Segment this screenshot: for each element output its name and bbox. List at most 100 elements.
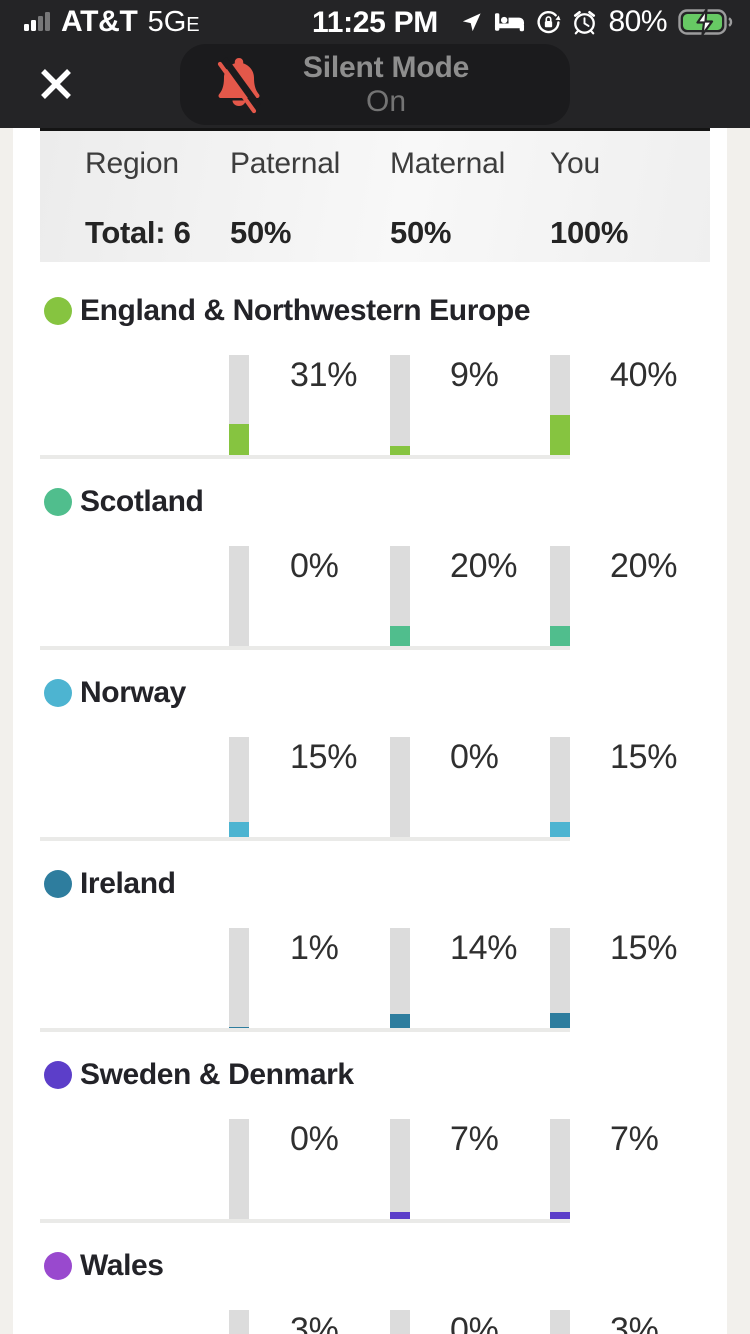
col-maternal: Maternal <box>390 147 506 180</box>
region-bar-chart: 3% 0% 3% <box>40 1281 710 1334</box>
region-row[interactable]: Norway 15% 0% 15% <box>40 678 710 841</box>
row-baseline <box>40 455 570 459</box>
paternal-bar-fill <box>229 424 249 455</box>
you-bar <box>550 737 570 837</box>
region-color-dot <box>44 1252 72 1280</box>
status-right: 80% <box>460 5 734 39</box>
col-you: You <box>550 147 601 180</box>
network-label: 5GE <box>147 5 200 38</box>
region-bar-chart: 15% 0% 15% <box>40 708 710 841</box>
battery-charging-icon <box>678 9 733 35</box>
you-percent-label: 3% <box>610 1311 659 1334</box>
orientation-lock-icon <box>537 10 561 33</box>
maternal-percent-label: 7% <box>450 1120 499 1158</box>
signal-icon <box>24 12 50 31</box>
region-row[interactable]: Scotland 0% 20% 20% <box>40 487 710 650</box>
paternal-bar <box>229 546 249 646</box>
you-bar <box>550 546 570 646</box>
paternal-percent-label: 0% <box>290 547 339 585</box>
region-row[interactable]: Sweden & Denmark 0% 7% 7% <box>40 1060 710 1223</box>
close-button[interactable] <box>30 58 82 110</box>
you-percent-label: 15% <box>610 738 678 776</box>
paternal-bar <box>229 355 249 455</box>
region-color-dot <box>44 297 72 325</box>
close-icon <box>41 69 71 99</box>
maternal-bar <box>390 355 410 455</box>
bell-slash-icon <box>217 56 261 113</box>
region-color-dot <box>44 488 72 516</box>
region-name: Wales <box>80 1249 164 1282</box>
maternal-bar-fill <box>390 446 410 455</box>
region-header: Sweden & Denmark <box>40 1060 710 1090</box>
maternal-bar-fill <box>390 1014 410 1028</box>
you-percent-label: 7% <box>610 1120 659 1158</box>
region-name: Ireland <box>80 867 176 900</box>
region-color-dot <box>44 679 72 707</box>
region-row[interactable]: Wales 3% 0% 3% <box>40 1251 710 1334</box>
carrier-label: AT&T <box>61 5 138 38</box>
region-name: Sweden & Denmark <box>80 1058 354 1091</box>
maternal-bar <box>390 737 410 837</box>
maternal-percent-label: 20% <box>450 547 518 585</box>
you-percent-label: 40% <box>610 356 678 394</box>
alarm-clock-icon <box>574 10 596 34</box>
maternal-bar-fill <box>390 626 410 646</box>
paternal-percent-label: 1% <box>290 929 339 967</box>
you-bar <box>550 355 570 455</box>
region-header: Norway <box>40 678 710 708</box>
maternal-percent-label: 0% <box>450 1311 499 1334</box>
you-bar-fill <box>550 1013 570 1028</box>
row-baseline <box>40 1219 570 1223</box>
you-bar <box>550 1119 570 1219</box>
maternal-percent-label: 9% <box>450 356 499 394</box>
top-overlay: AT&T 5GE 11:25 PM <box>0 0 750 128</box>
you-percent-label: 20% <box>610 547 678 585</box>
region-row[interactable]: England & Northwestern Europe 31% 9% 40% <box>40 296 710 459</box>
you-bar-fill <box>550 1212 570 1219</box>
maternal-percent-label: 14% <box>450 929 518 967</box>
maternal-percent-label: 0% <box>450 738 499 776</box>
maternal-bar <box>390 1310 410 1334</box>
status-bar: AT&T 5GE 11:25 PM <box>0 0 750 44</box>
total-paternal: 50% <box>230 215 292 250</box>
region-bar-chart: 0% 7% 7% <box>40 1090 710 1223</box>
silent-mode-toast: Silent Mode On <box>180 44 570 125</box>
paternal-bar-fill <box>229 1027 249 1028</box>
region-header: England & Northwestern Europe <box>40 296 710 326</box>
row-baseline <box>40 1028 570 1032</box>
paternal-bar-fill <box>229 822 249 837</box>
you-bar <box>550 1310 570 1334</box>
region-bar-chart: 0% 20% 20% <box>40 517 710 650</box>
maternal-bar <box>390 928 410 1028</box>
you-percent-label: 15% <box>610 929 678 967</box>
row-baseline <box>40 646 570 650</box>
summary-table: Region Paternal Maternal You Total: 6 50… <box>40 128 710 262</box>
bedtime-icon <box>495 13 525 32</box>
paternal-bar <box>229 1310 249 1334</box>
region-bar-chart: 31% 9% 40% <box>40 326 710 459</box>
region-header: Ireland <box>40 869 710 899</box>
you-bar-fill <box>550 822 570 837</box>
maternal-bar <box>390 546 410 646</box>
regions-list[interactable]: England & Northwestern Europe 31% 9% 40%… <box>40 296 710 1334</box>
row-baseline <box>40 837 570 841</box>
status-left: AT&T 5GE <box>24 5 200 39</box>
location-arrow-icon <box>463 12 482 31</box>
toast-text: Silent Mode On <box>262 51 510 119</box>
region-row[interactable]: Ireland 1% 14% 15% <box>40 869 710 1032</box>
paternal-bar <box>229 928 249 1028</box>
region-header: Scotland <box>40 487 710 517</box>
region-header: Wales <box>40 1251 710 1281</box>
toast-state: On <box>365 84 407 118</box>
region-bar-chart: 1% 14% 15% <box>40 899 710 1032</box>
paternal-percent-label: 3% <box>290 1311 339 1334</box>
you-bar <box>550 928 570 1028</box>
total-you: 100% <box>550 215 629 250</box>
region-color-dot <box>44 1061 72 1089</box>
total-maternal: 50% <box>390 215 452 250</box>
battery-percent-label: 80% <box>608 5 667 38</box>
paternal-percent-label: 31% <box>290 356 358 394</box>
content-card[interactable]: Region Paternal Maternal You Total: 6 50… <box>13 128 727 1334</box>
you-bar-fill <box>550 415 570 455</box>
